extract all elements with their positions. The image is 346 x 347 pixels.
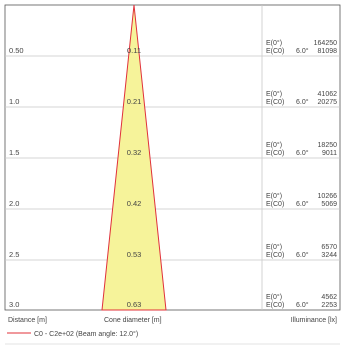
ec0-value: 3244 bbox=[321, 252, 337, 259]
grid-lines bbox=[5, 55, 340, 261]
angle-label: 6.0° bbox=[296, 149, 309, 157]
e0-label: E(0°) bbox=[266, 141, 282, 149]
cone-diameter-label: 0.42 bbox=[127, 199, 142, 208]
ec0-value: 9011 bbox=[322, 150, 337, 157]
e0-value: 6570 bbox=[321, 244, 337, 251]
cone-diameter-label: 0.11 bbox=[127, 46, 141, 55]
e0-label: E(0°) bbox=[266, 243, 282, 251]
ec0-label: E(C0) bbox=[266, 302, 284, 309]
e0-value: 41062 bbox=[318, 91, 338, 98]
ec0-label: E(C0) bbox=[266, 252, 284, 259]
angle-label: 6.0° bbox=[296, 200, 309, 208]
cone-diameter-label: 0.32 bbox=[127, 148, 142, 157]
e0-value: 18250 bbox=[318, 142, 338, 149]
distance-label: 2.0 bbox=[9, 199, 19, 208]
angle-label: 6.0° bbox=[296, 47, 309, 55]
illuminance-axis-label: Illuminance [lx] bbox=[291, 317, 337, 324]
ec0-label: E(C0) bbox=[266, 201, 284, 208]
cone-diameter-label: 0.53 bbox=[127, 250, 142, 259]
ec0-label: E(C0) bbox=[266, 48, 284, 55]
e0-value: 4562 bbox=[321, 294, 337, 301]
angle-label: 6.0° bbox=[296, 301, 309, 309]
legend-text: C0 - C2e+02 (Beam angle: 12.0°) bbox=[34, 330, 138, 338]
ec0-label: E(C0) bbox=[266, 150, 284, 157]
e0-value: 10266 bbox=[318, 193, 338, 200]
ec0-value: 5069 bbox=[321, 201, 337, 208]
e0-label: E(0°) bbox=[266, 90, 282, 98]
distance-label: 1.5 bbox=[9, 148, 19, 157]
e0-value: 164250 bbox=[314, 40, 337, 47]
ec0-value: 2253 bbox=[321, 302, 337, 309]
beam-cone bbox=[101, 4, 167, 311]
distance-label: 2.5 bbox=[9, 250, 19, 259]
distance-label: 1.0 bbox=[9, 97, 19, 106]
angle-label: 6.0° bbox=[296, 251, 309, 259]
e0-label: E(0°) bbox=[266, 293, 282, 301]
e0-label: E(0°) bbox=[266, 192, 282, 200]
e0-label: E(0°) bbox=[266, 39, 282, 47]
cone-diameter-label: 0.21 bbox=[127, 97, 142, 106]
distance-label: 3.0 bbox=[9, 300, 19, 309]
cone-diameter-label: 0.63 bbox=[127, 300, 142, 309]
ec0-label: E(C0) bbox=[266, 99, 284, 106]
angle-label: 6.0° bbox=[296, 98, 309, 106]
ec0-value: 81098 bbox=[318, 48, 338, 55]
diagram-frame bbox=[4, 4, 341, 311]
distance-label: 0.50 bbox=[9, 46, 24, 55]
cone-diameter-axis-label: Cone diameter [m] bbox=[104, 317, 162, 324]
distance-axis-label: Distance [m] bbox=[8, 317, 47, 324]
ec0-value: 20275 bbox=[318, 99, 338, 106]
